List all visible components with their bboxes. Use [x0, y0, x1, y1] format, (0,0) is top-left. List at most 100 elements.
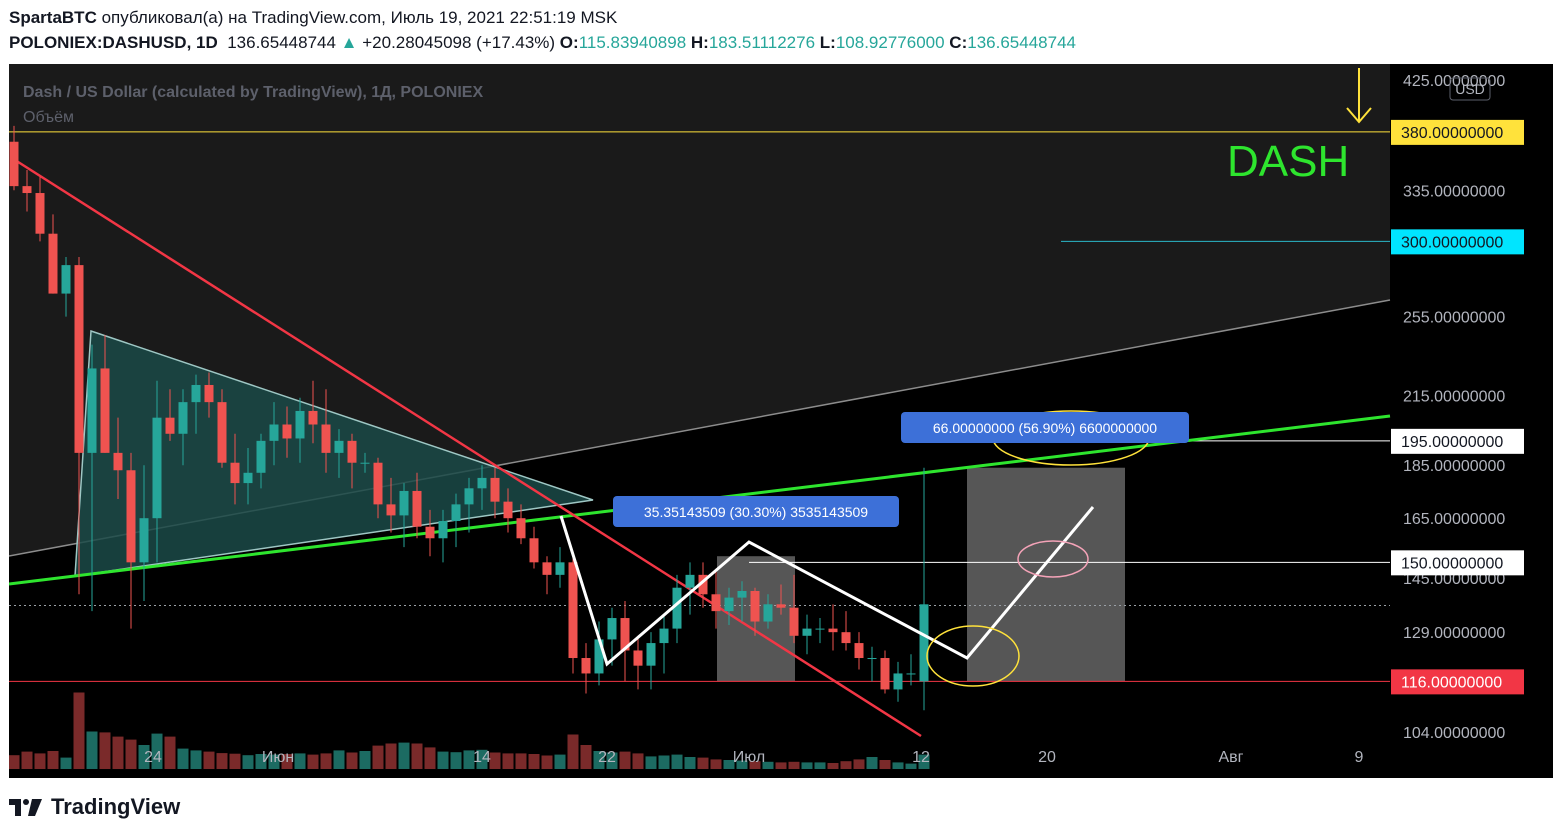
dash-annotation: DASH — [1227, 137, 1349, 186]
volume-bar — [528, 754, 540, 769]
price-label-text: 150.00000000 — [1401, 555, 1503, 572]
candle-body — [893, 673, 903, 690]
candle-body — [126, 470, 136, 563]
y-tick-label: 185.00000000 — [1403, 458, 1505, 475]
volume-bar — [320, 753, 332, 769]
volume-bar — [216, 753, 228, 769]
volume-bar — [60, 757, 72, 769]
volume-bar — [112, 736, 124, 769]
candle-body — [191, 384, 201, 403]
candle-body — [464, 488, 474, 505]
volume-bar — [684, 757, 696, 769]
candle-body — [477, 477, 487, 489]
candle-body — [490, 477, 500, 502]
author-name[interactable]: SpartaBTC — [9, 8, 97, 27]
candle-body — [282, 424, 292, 439]
volume-bar — [411, 743, 423, 769]
price-label-box — [1391, 669, 1524, 695]
candle-body — [113, 452, 123, 471]
high-value: 183.51112276 — [708, 33, 816, 52]
x-tick-label: 9 — [1355, 749, 1364, 766]
resistance-trend-line — [14, 158, 922, 738]
volume-bar — [788, 761, 800, 769]
price-label-box — [1391, 229, 1524, 255]
volume-bar — [99, 732, 111, 769]
volume-bar — [424, 747, 436, 769]
candle-body — [347, 440, 357, 463]
price-label-text: 116.00000000 — [1401, 674, 1502, 691]
measure-box-1 — [613, 496, 899, 527]
close-label: C: — [949, 33, 968, 52]
volume-bar — [47, 751, 59, 769]
measure-text-1: 35.35143509 (30.30%) 3535143509 — [644, 504, 868, 520]
candle-body — [789, 607, 799, 636]
y-tick-label: 335.00000000 — [1403, 183, 1505, 200]
volume-bar — [385, 743, 397, 769]
volume-bar — [346, 752, 358, 769]
ohlc-header: POLONIEX:DASHUSD, 1D 136.65448744 ▲ +20.… — [9, 33, 1076, 53]
candle-body — [646, 643, 656, 666]
volume-bar — [606, 752, 618, 769]
open-label: O: — [559, 33, 579, 52]
candle-body — [412, 490, 422, 527]
volume-bar — [255, 754, 267, 769]
candle-body — [906, 673, 916, 675]
chart-title: Dash / US Dollar (calculated by TradingV… — [23, 84, 483, 101]
candle-body — [750, 590, 760, 622]
x-tick-label: 12 — [912, 749, 930, 766]
price-label-text: 300.00000000 — [1401, 234, 1503, 251]
high-label: H: — [690, 33, 709, 52]
volume-bar — [203, 751, 215, 769]
candle-body — [763, 604, 773, 622]
candle-body — [867, 658, 877, 660]
candle-body — [256, 440, 266, 473]
volume-bar — [879, 760, 891, 769]
y-tick-label: 165.00000000 — [1403, 511, 1505, 528]
candle-body — [880, 658, 890, 690]
candle-body — [61, 265, 71, 294]
candle-body — [711, 594, 721, 612]
volume-bar — [697, 757, 709, 769]
volume-bar — [593, 751, 605, 769]
close-value: 136.65448744 — [967, 33, 1076, 52]
volume-label: Объём — [23, 109, 74, 126]
publish-text: опубликовал(а) на TradingView.com, Июль … — [101, 8, 618, 27]
publish-info: SpartaBTC опубликовал(а) на TradingView.… — [9, 8, 617, 28]
volume-bar — [671, 754, 683, 769]
candle-body — [503, 501, 513, 519]
currency-label: USD — [1455, 81, 1485, 97]
x-tick-label: 22 — [598, 749, 616, 766]
volume-bar — [21, 751, 33, 769]
x-tick-label: Июн — [262, 749, 294, 766]
volume-bar — [619, 751, 631, 769]
tradingview-logo[interactable]: TradingView — [9, 794, 180, 820]
volume-bar — [580, 745, 592, 769]
candle-body — [659, 628, 669, 644]
volume-bar — [190, 750, 202, 769]
volume-bar — [710, 759, 722, 769]
candle-body — [295, 410, 305, 439]
volume-bar — [541, 755, 553, 769]
candle-body — [152, 417, 162, 519]
price-chart[interactable]: 35.35143509 (30.30%) 3535143509 66.000000… — [8, 64, 1553, 778]
volume-bar — [905, 763, 917, 769]
volume-bar — [489, 752, 501, 769]
candle-body — [802, 628, 812, 636]
candle-body — [724, 597, 734, 612]
candle-body — [100, 368, 110, 453]
chart-area[interactable]: 35.35143509 (30.30%) 3535143509 66.000000… — [8, 64, 1553, 778]
range-box-2 — [967, 467, 1125, 682]
volume-bar — [307, 754, 319, 769]
candle-body — [516, 518, 526, 539]
volume-bar — [34, 753, 46, 769]
candle-body — [35, 193, 45, 234]
volume-bar — [86, 731, 98, 769]
x-tick-label: Июл — [733, 749, 765, 766]
candle-body — [217, 402, 227, 463]
volume-bar — [398, 742, 410, 769]
volume-bar — [554, 754, 566, 769]
zigzag-projection-line — [559, 506, 1095, 667]
candle-body — [828, 628, 838, 633]
candle-body — [919, 604, 929, 682]
volume-bar — [892, 762, 904, 769]
